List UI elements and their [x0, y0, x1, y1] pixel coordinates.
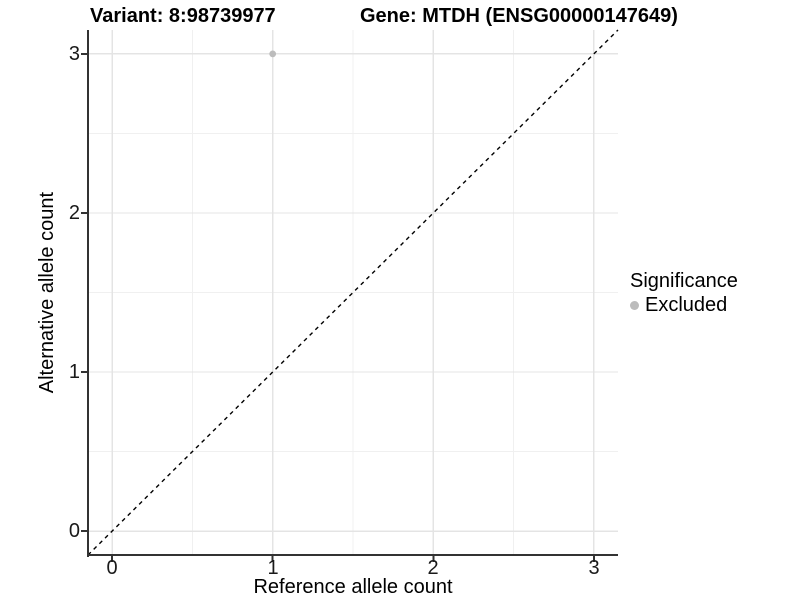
- y-tick-label: 0: [68, 520, 80, 542]
- plot-title-variant: Variant: 8:98739977: [90, 5, 276, 27]
- data-point-excluded: [269, 50, 277, 58]
- legend-dot-excluded-icon: [630, 300, 639, 310]
- legend-entry-excluded: Excluded: [630, 294, 738, 316]
- y-axis-title: Alternative allele count: [32, 30, 62, 555]
- y-tick-label: 3: [68, 43, 80, 65]
- plot-title-gene: Gene: MTDH (ENSG00000147649): [360, 5, 678, 27]
- y-tick-label: 2: [68, 202, 80, 224]
- x-tick-label: 3: [588, 557, 600, 579]
- legend-title: Significance: [630, 270, 738, 292]
- y-axis-title-text: Alternative allele count: [35, 191, 58, 394]
- x-tick-label: 2: [427, 557, 439, 579]
- legend-entry-label: Excluded: [645, 294, 728, 316]
- x-tick-label: 1: [267, 557, 279, 579]
- legend: Significance Excluded: [630, 269, 738, 316]
- x-axis-title: Reference allele count: [253, 576, 453, 598]
- y-tick-label: 1: [68, 361, 80, 383]
- x-tick-label: 0: [106, 557, 118, 579]
